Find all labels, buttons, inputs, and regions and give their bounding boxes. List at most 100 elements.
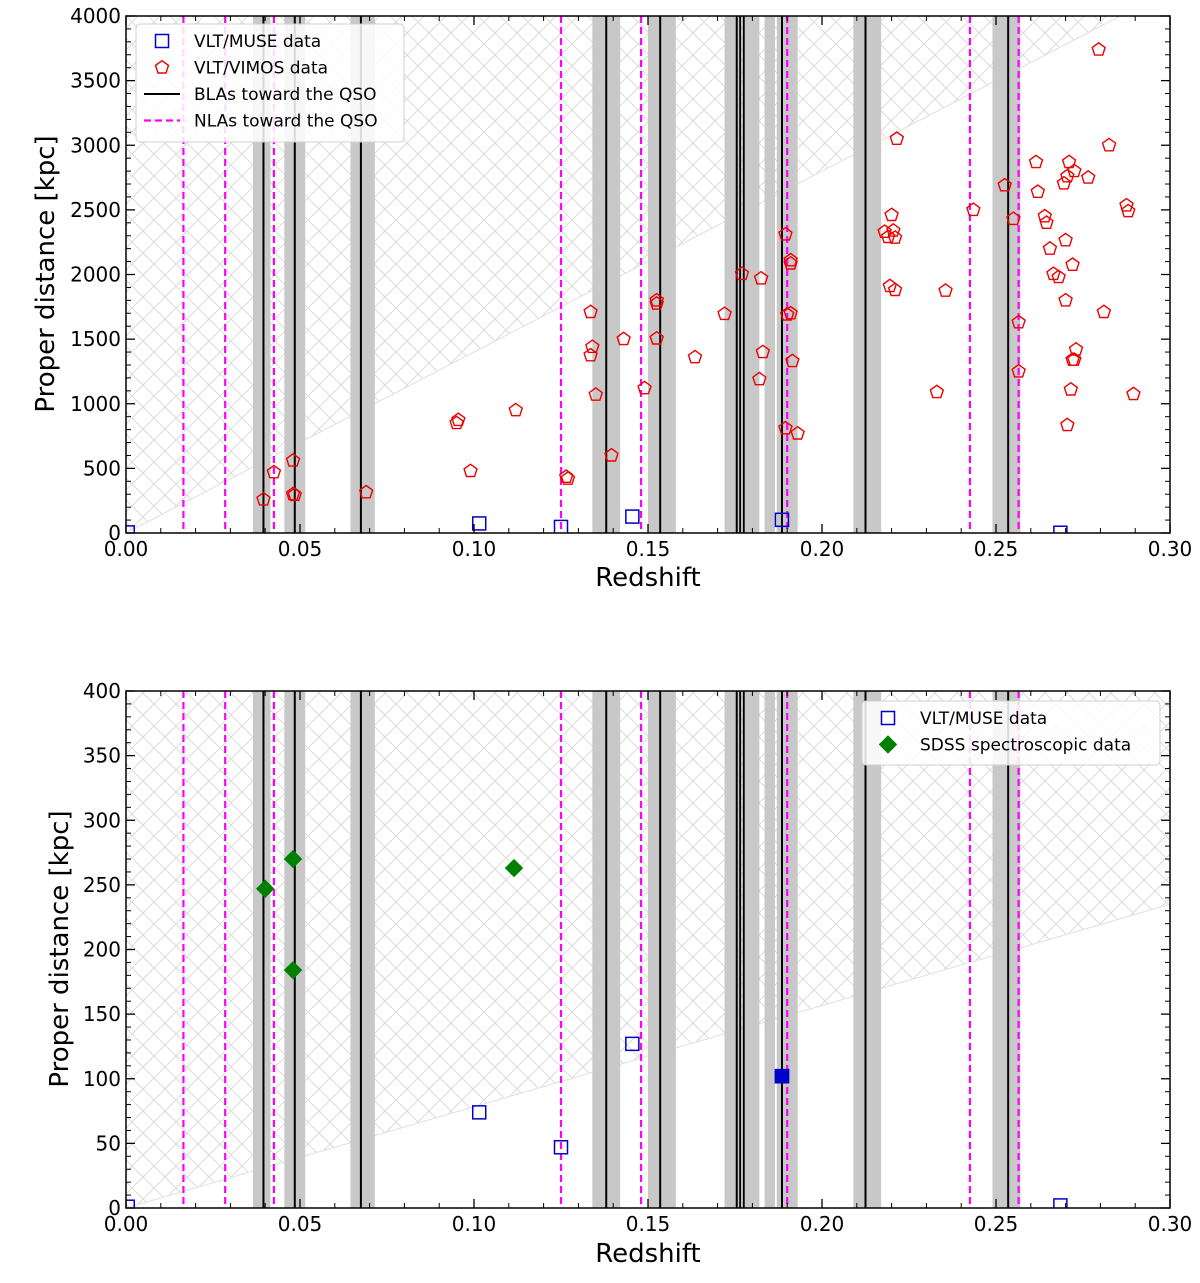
top-pentagon-open-point <box>1039 215 1054 230</box>
top-pentagon-open-point <box>1042 240 1058 255</box>
top-y-tick-label: 500 <box>83 456 121 480</box>
bottom-x-tick-label: 0.20 <box>800 1212 845 1236</box>
top-x-tick-label: 0.05 <box>278 537 323 561</box>
bottom-y-tick-label: 200 <box>83 938 121 962</box>
top-axis-ticks: 0.00 0.05 0.10 0.15 0.20 0.25 0.30 0 500 1000 1500… <box>70 4 1192 561</box>
bottom-x-tick-label: 0.10 <box>452 1212 497 1236</box>
top-y-tick-label: 1000 <box>70 392 121 416</box>
top-x-tick-label: 0.30 <box>1148 537 1193 561</box>
top-pentagon-open-point <box>1068 341 1084 356</box>
top-legend-label: VLT/VIMOS data <box>194 59 328 79</box>
top-pentagon-open-point <box>779 306 795 321</box>
top-pentagon-open-point <box>616 331 631 346</box>
top-pentagon-open-point <box>449 415 464 430</box>
bottom-x-tick-label: 0.00 <box>104 1212 149 1236</box>
top-pentagon-open-point <box>1006 211 1021 226</box>
top-pentagon-open-point <box>508 402 524 417</box>
top-legend: VLT/MUSE data VLT/VIMOS data BLAs toward t… <box>135 23 405 143</box>
bottom-square-open-point <box>625 1036 640 1052</box>
bottom-y-tick-label: 150 <box>83 1002 121 1026</box>
top-pentagon-open-point <box>1061 154 1077 169</box>
top-pentagon-open-point <box>785 353 800 368</box>
bottom-diamond-filled-point <box>283 960 303 980</box>
top-pentagon-open-point <box>778 420 793 435</box>
bottom-axis-ticks: 0.00 0.05 0.10 0.15 0.20 0.25 0.30 0 50 100 150 200… <box>83 679 1192 1236</box>
top-pentagon-open-point <box>585 339 600 354</box>
bottom-plot-area <box>126 691 1170 1208</box>
bottom-y-axis-label: Proper distance [kpc] <box>45 810 75 1087</box>
top-pentagon-open-point <box>1126 386 1141 401</box>
top-pentagon-open-point <box>637 380 652 395</box>
bottom-bla-band <box>350 691 375 1208</box>
top-pentagon-open-point <box>583 347 598 362</box>
top-pentagon-open-point <box>877 224 892 239</box>
bottom-square-open-point <box>126 1199 135 1208</box>
top-y-axis-label: Proper distance [kpc] <box>31 135 61 412</box>
bottom-x-axis-label: Redshift <box>595 1239 701 1269</box>
bottom-legend-square-open-swatch <box>880 710 896 726</box>
top-pentagon-open-point <box>887 230 903 244</box>
bottom-y-tick-label: 100 <box>83 1067 121 1091</box>
top-pentagon-open-point <box>1011 363 1026 378</box>
top-y-tick-label: 4000 <box>70 4 121 28</box>
bottom-legend-label: SDSS spectroscopic data <box>920 736 1131 756</box>
top-pentagon-open-point <box>1101 137 1117 152</box>
top-bla-band <box>724 16 741 533</box>
top-pentagon-open-point <box>1066 352 1082 366</box>
bottom-y-tick-label: 250 <box>83 873 121 897</box>
top-pentagon-open-point <box>734 266 750 281</box>
top-pentagon-open-point <box>649 292 665 307</box>
top-x-tick-label: 0.10 <box>452 537 497 561</box>
top-bla-band <box>648 16 676 533</box>
top-series-pentagon-open <box>256 41 1141 506</box>
top-pentagon-open-point <box>604 447 619 462</box>
top-y-tick-label: 0 <box>108 521 121 545</box>
top-pentagon-open-point <box>1060 168 1075 183</box>
top-pentagon-open-point <box>588 387 604 401</box>
top-pentagon-open-point <box>880 229 896 244</box>
top-square-open-point <box>471 516 487 531</box>
top-pentagon-open-point <box>1051 269 1066 284</box>
bottom-y-tick-label: 300 <box>83 808 121 832</box>
top-pentagon-open-point <box>358 484 374 499</box>
top-pentagon-open-point <box>887 282 903 297</box>
bottom-square-open-point <box>1053 1198 1068 1208</box>
top-square-open-point <box>774 512 790 528</box>
top-x-axis-label: Redshift <box>595 563 701 593</box>
top-y-tick-label: 3000 <box>70 133 121 157</box>
top-x-tick-label: 0.25 <box>974 537 1019 561</box>
bottom-series-square-filled <box>774 1068 790 1084</box>
top-pentagon-open-point <box>1060 417 1075 432</box>
top-pentagon-open-point <box>783 255 798 270</box>
top-pentagon-open-point <box>649 330 665 345</box>
top-legend-pentagon-open-swatch <box>154 59 170 74</box>
top-bla-band <box>992 16 1021 533</box>
top-pentagon-open-point <box>783 305 798 320</box>
bottom-y-tick-label: 0 <box>108 1196 121 1220</box>
bottom-legend: VLT/MUSE data SDSS spectroscopic data <box>861 700 1161 766</box>
bottom-bla-band <box>743 691 760 1208</box>
bottom-bla-band <box>764 691 776 1208</box>
bottom-x-tick-label: 0.05 <box>278 1212 323 1236</box>
top-panel: 0.00 0.05 0.10 0.15 0.20 0.25 0.30 0 500 1000 1500… <box>31 4 1192 593</box>
top-y-tick-label: 1500 <box>70 327 121 351</box>
bottom-y-tick-label: 350 <box>83 744 121 768</box>
top-y-tick-label: 2000 <box>70 263 121 287</box>
top-pentagon-open-point <box>285 452 301 467</box>
top-pentagon-open-point <box>1063 381 1079 396</box>
top-x-tick-label: 0.20 <box>800 537 845 561</box>
bottom-square-open-point <box>553 1140 569 1155</box>
top-y-tick-label: 2500 <box>70 198 121 222</box>
top-legend-box <box>135 23 405 143</box>
top-pentagon-open-point <box>717 306 732 321</box>
top-pentagon-open-point <box>1058 232 1073 247</box>
bottom-square-open-point <box>471 1105 487 1120</box>
top-bla-band <box>253 16 271 533</box>
top-pentagon-open-point <box>287 487 303 502</box>
top-legend-label: NLAs toward the QSO <box>194 112 378 132</box>
bottom-legend-box <box>861 700 1161 766</box>
top-pentagon-open-point <box>886 222 901 237</box>
top-pentagon-open-point <box>884 207 899 222</box>
bottom-bla-band <box>992 691 1021 1208</box>
top-pentagon-open-point <box>1037 208 1053 223</box>
